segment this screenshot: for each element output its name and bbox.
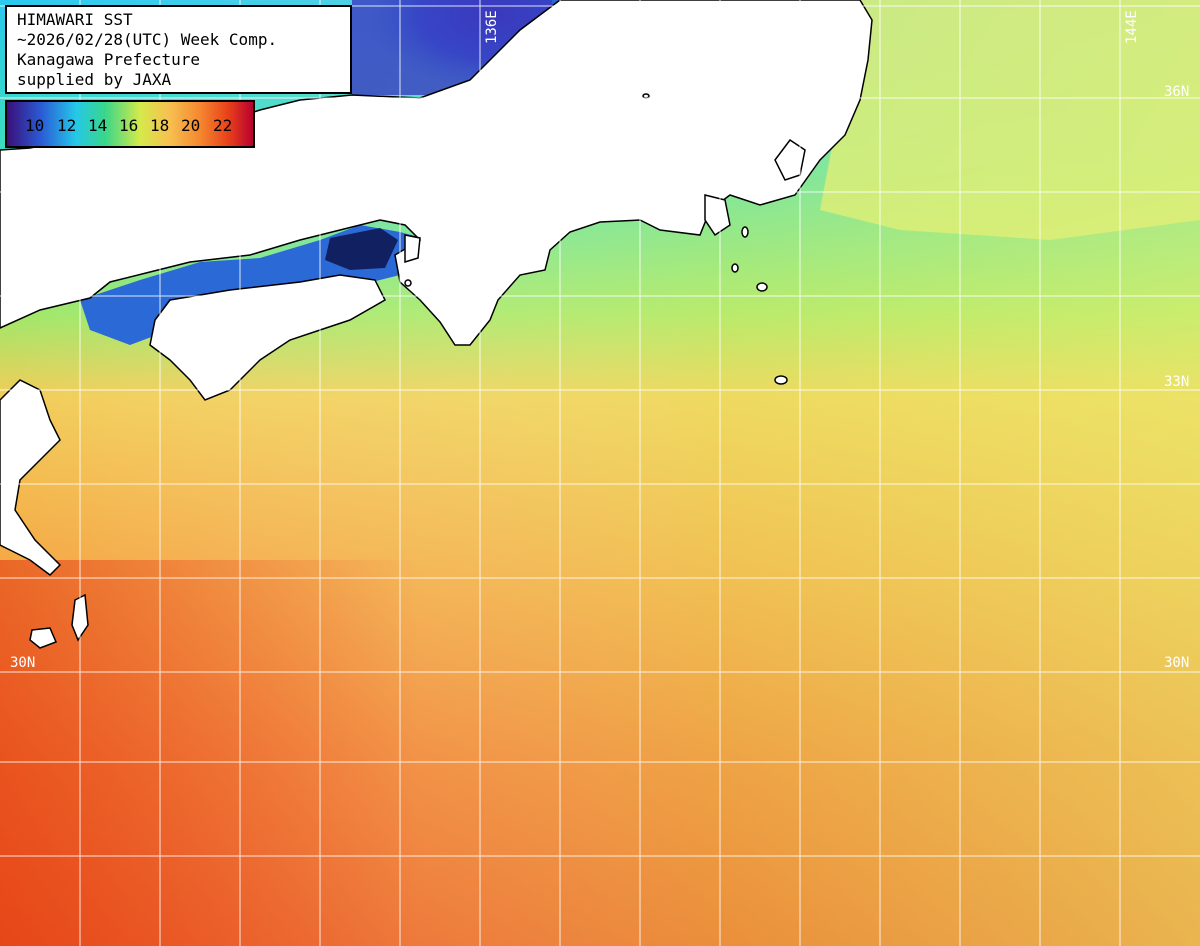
lon-label-136e: 136E xyxy=(484,10,500,44)
lat-label-36n: 36N xyxy=(1164,84,1189,100)
izu-peninsula xyxy=(704,194,731,237)
small-island xyxy=(642,93,650,99)
legend-label-16: 16 xyxy=(119,116,139,135)
title-line-credit: supplied by JAXA xyxy=(17,70,172,89)
lat-label-33n: 33N xyxy=(1164,374,1189,390)
legend-label-18: 18 xyxy=(150,116,170,135)
legend-label-12: 12 xyxy=(57,116,77,135)
awaji-island xyxy=(404,234,421,264)
small-island xyxy=(404,279,412,287)
legend-label-14: 14 xyxy=(88,116,108,135)
lon-label-144e: 144E xyxy=(1124,10,1140,44)
legend-label-22: 22 xyxy=(213,116,233,135)
oshima-island xyxy=(756,282,768,292)
title-box: HIMAWARI SST ~2026/02/28(UTC) Week Comp.… xyxy=(5,5,352,94)
lat-label-30n-right: 30N xyxy=(1164,655,1189,671)
shikoku xyxy=(149,274,386,401)
sea-west-warm xyxy=(0,560,1200,946)
lat-label-30n-left: 30N xyxy=(10,655,35,671)
sea-northeast-cool xyxy=(820,0,1200,240)
boso-peninsula xyxy=(774,138,806,181)
small-island xyxy=(741,226,749,238)
honshu xyxy=(0,0,873,346)
legend-label-10: 10 xyxy=(25,116,45,135)
title-line-product: HIMAWARI SST xyxy=(17,10,133,29)
title-line-region: Kanagawa Prefecture xyxy=(17,50,201,69)
temperature-legend: 10 12 14 16 18 20 22 xyxy=(5,100,255,148)
legend-label-20: 20 xyxy=(181,116,201,135)
title-line-date: ~2026/02/28(UTC) Week Comp. xyxy=(17,30,278,49)
yakushima-island xyxy=(29,627,57,649)
hachijo-island xyxy=(774,375,788,385)
land xyxy=(0,0,873,649)
small-island xyxy=(731,263,739,273)
sea-seto-dark xyxy=(325,228,398,270)
kyushu xyxy=(0,379,62,576)
